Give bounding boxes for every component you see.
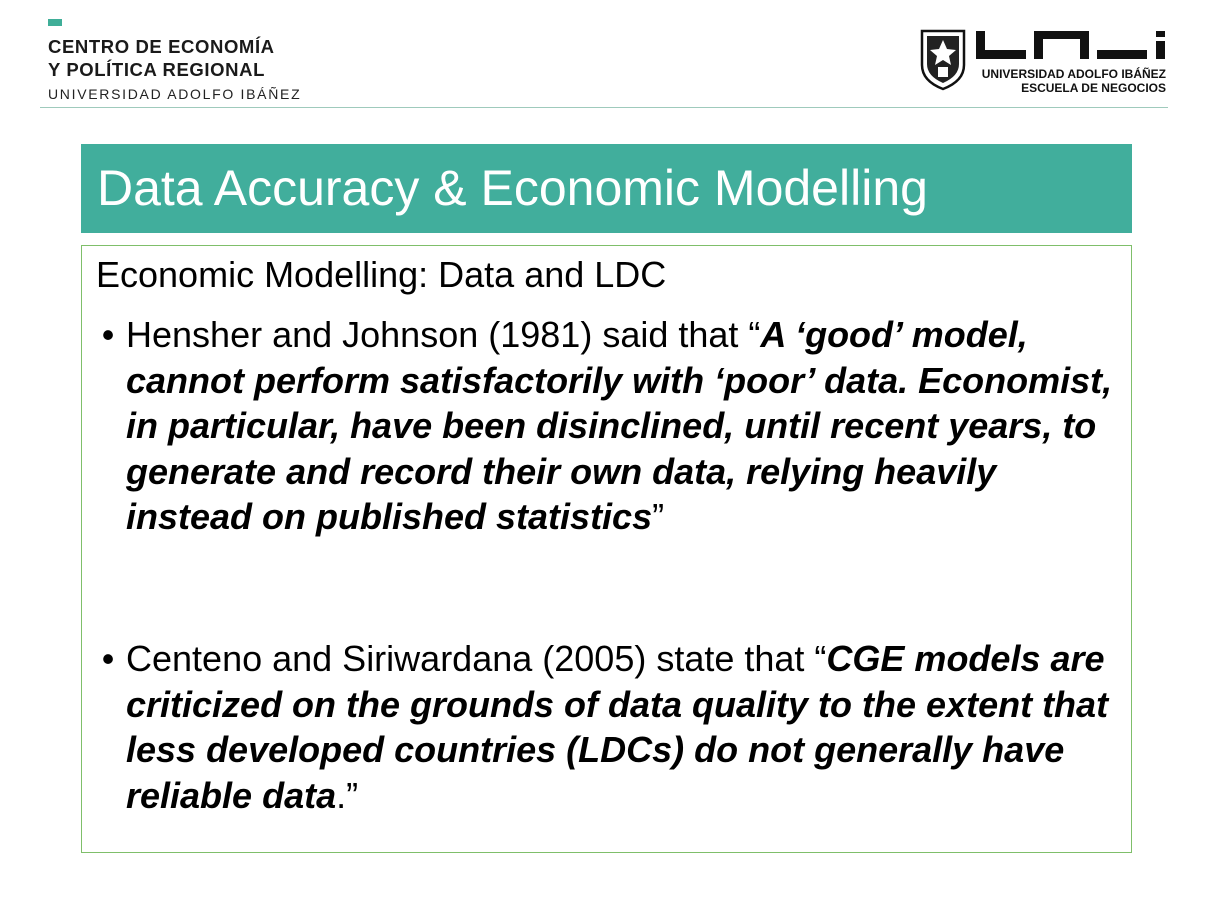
header-left-brand: CENTRO DE ECONOMÍA Y POLÍTICA REGIONAL U… — [48, 19, 301, 104]
bullet-item: • Centeno and Siriwardana (2005) state t… — [96, 636, 1126, 818]
slide-subtitle: Economic Modelling: Data and LDC — [96, 254, 667, 295]
logo-school-name: ESCUELA DE NEGOCIOS — [1021, 81, 1166, 95]
bullet-tail: .” — [336, 774, 359, 816]
bullet-tail: ” — [652, 496, 665, 537]
brand-line-2: Y POLÍTICA REGIONAL — [48, 59, 265, 80]
bullet-lead: Hensher and Johnson (1981) said that “ — [126, 314, 761, 355]
slide-title-bar: Data Accuracy & Economic Modelling — [81, 144, 1132, 233]
bullet-lead: Centeno and Siriwardana (2005) state tha… — [126, 638, 827, 679]
brand-accent-mark — [48, 19, 62, 26]
content-box: Economic Modelling: Data and LDC • Hensh… — [81, 245, 1132, 853]
bullet-quote: CGE models are criticized on the grounds… — [126, 638, 1109, 816]
brand-line-3: UNIVERSIDAD ADOLFO IBÁÑEZ — [48, 86, 302, 102]
bullet-text: Centeno and Siriwardana (2005) state tha… — [126, 636, 1126, 818]
university-crest-icon — [920, 29, 966, 91]
bullet-quote: A ‘good’ model, cannot perform satisfact… — [126, 314, 1113, 537]
bullet-item: • Hensher and Johnson (1981) said that “… — [96, 312, 1126, 540]
bullet-icon: • — [101, 638, 115, 679]
uai-logo: UNIVERSIDAD ADOLFO IBÁÑEZ ESCUELA DE NEG… — [918, 29, 1168, 97]
slide-title: Data Accuracy & Economic Modelling — [97, 160, 928, 216]
bullet-icon: • — [101, 314, 115, 355]
logo-university-name: UNIVERSIDAD ADOLFO IBÁÑEZ — [981, 67, 1166, 81]
uai-monogram-icon — [976, 31, 1165, 59]
brand-line-1: CENTRO DE ECONOMÍA — [48, 36, 275, 57]
header-divider — [40, 107, 1168, 108]
bullet-text: Hensher and Johnson (1981) said that “A … — [126, 312, 1126, 540]
